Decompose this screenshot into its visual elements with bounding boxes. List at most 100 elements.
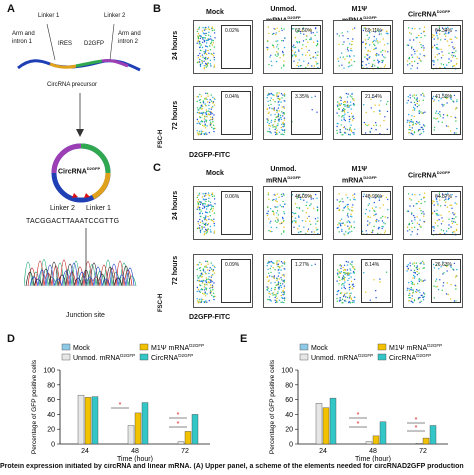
y-tick-label: 60 (285, 397, 293, 404)
x-tick-label: 48 (369, 448, 377, 455)
bar-unmod-mrna (177, 441, 185, 445)
gfp-gate (291, 91, 321, 135)
bar-unmod-mrna (315, 403, 323, 445)
gate-percentage: 48.09% (295, 194, 312, 200)
bar-unmod-mrna (127, 425, 135, 445)
y-tick-label: 100 (43, 368, 55, 375)
gate-percentage: 0.02% (225, 28, 240, 34)
x-axis-label: Time (hour) (355, 456, 391, 462)
panel-c-col2: Unmod. mRNAD2GFP (266, 166, 301, 185)
panel-b-col2-sup: D2GFP (287, 15, 301, 20)
significance-star: * (177, 421, 180, 428)
panel-c-flow-plot-r1-c3: 48.99% (333, 186, 393, 240)
legend-label: Mock (73, 345, 90, 352)
linker1-label: Linker 1 (38, 13, 60, 19)
gfp-gate (291, 259, 321, 303)
y-tick-label: 60 (47, 397, 55, 404)
gfp-gate (291, 25, 321, 69)
gate-percentage: 64.34% (435, 28, 452, 34)
legend-swatch (139, 343, 149, 351)
panel-c-flow-plot-r1-c2: 48.09% (263, 186, 323, 240)
circrna-sup: D2GFP (86, 166, 101, 171)
down-arrow (76, 93, 84, 137)
gfp-gate (361, 91, 391, 135)
bar-m1-mrna (322, 407, 330, 445)
legend-label: M1Ψ mRNAD2GFP (151, 343, 204, 352)
legend-swatch (299, 343, 309, 351)
panel-c-col4: CircRNAD2GFP (408, 170, 450, 179)
panel-c-col1: Mock (206, 170, 224, 177)
linker2-b-label: Linker 2 (50, 205, 75, 212)
gate-percentage: 1.27% (295, 262, 310, 268)
figure-caption: Protein expression initiated by circRNA … (0, 463, 464, 470)
panel-b-flow-plot-r1-c3: 69.11% (333, 20, 393, 74)
gfp-gate (291, 191, 321, 235)
bar-circrna (329, 397, 337, 445)
gfp-gate (221, 259, 251, 303)
panel-c-col3: M1Ψ mRNAD2GFP (342, 166, 377, 185)
panel-e-letter: E (240, 333, 248, 345)
precursor-label: CircRNA precursor (47, 82, 98, 88)
bar-unmod-mrna (77, 394, 85, 445)
gate-percentage: 48.99% (365, 194, 382, 200)
x-axis-label: Time (hour) (117, 456, 153, 462)
panel-c-flow-plot-r2-c2: 1.27% (263, 254, 323, 308)
panel-c-flow-plot-r1-c1: 0.06% (193, 186, 253, 240)
panel-b-flow-plot-r2-c1: 0.04% (193, 86, 253, 140)
panel-c-xlabel: D2GFP-FITC (189, 314, 231, 321)
x-tick-label: 48 (131, 448, 139, 455)
arm-intron1-label: Arm and intron 1 (12, 31, 35, 45)
ires-label: IRES (58, 41, 73, 47)
panel-c-col4-text: CircRNA (408, 172, 437, 180)
bar-circrna (379, 421, 387, 445)
gfp-gate (221, 25, 251, 69)
bar-m1-mrna (372, 435, 380, 445)
panel-a-letter: A (7, 3, 15, 15)
y-tick-label: 100 (281, 368, 293, 375)
legend-swatch (377, 343, 387, 351)
circrna-text: CircRNA (58, 168, 87, 176)
significance-star: * (119, 402, 122, 409)
panel-c-col3-text: M1Ψ mRNA (342, 166, 368, 185)
significance-star: * (357, 412, 360, 419)
panel-c-flow-plot-r2-c3: 8.14% (333, 254, 393, 308)
x-tick-label: 72 (419, 448, 427, 455)
legend-label: Mock (311, 345, 328, 352)
y-tick-label: 20 (285, 427, 293, 434)
y-tick-label: 0 (51, 442, 55, 449)
panel-d-letter: D (7, 333, 15, 345)
d2gfp-label: D2GFP (84, 41, 105, 47)
gate-percentage: 3.35% (295, 94, 310, 100)
y-tick-label: 40 (47, 412, 55, 419)
gate-percentage: 62.50% (295, 28, 312, 34)
chromatogram (24, 228, 137, 287)
precursor-diagram (17, 23, 141, 72)
panel-b-ylabel: FSC-H (158, 129, 164, 148)
x-tick-label: 24 (81, 448, 89, 455)
bar-circrna (429, 425, 437, 445)
panel-c-letter: C (153, 162, 161, 174)
panel-b-flow-plot-r1-c1: 0.02% (193, 20, 253, 74)
y-tick-label: 40 (285, 412, 293, 419)
bar-unmod-mrna (365, 441, 373, 445)
panel-c-col4-sup: D2GFP (436, 170, 451, 175)
panel-b-row2: 72 hours (172, 100, 179, 130)
circrna-center-label: CircRNAD2GFP (58, 166, 100, 175)
y-tick-label: 80 (285, 382, 293, 389)
panel-c-col3-sup: D2GFP (363, 175, 377, 180)
x-tick-label: 72 (181, 448, 189, 455)
bar-unmod-mrna (415, 443, 423, 445)
panel-c-flow-plot-r2-c4: 26.63% (403, 254, 463, 308)
legend-swatch (61, 343, 71, 351)
legend-label: M1Ψ mRNAD2GFP (389, 343, 442, 352)
gfp-gate (431, 91, 461, 135)
y-tick-label: 0 (289, 442, 293, 449)
arm-intron2-label: Arm and intron 2 (118, 31, 141, 45)
y-tick-label: 20 (47, 427, 55, 434)
bar-m1-mrna (134, 412, 142, 445)
bar-circrna (141, 402, 149, 445)
panel-c-row1: 24 hours (172, 190, 179, 220)
panel-b-col1: Mock (206, 9, 224, 16)
panel-d-bar-chart: 0 20 40 60 80 100 Percentage of GFP positive c… (31, 343, 210, 462)
circrna-ring (51, 143, 111, 203)
